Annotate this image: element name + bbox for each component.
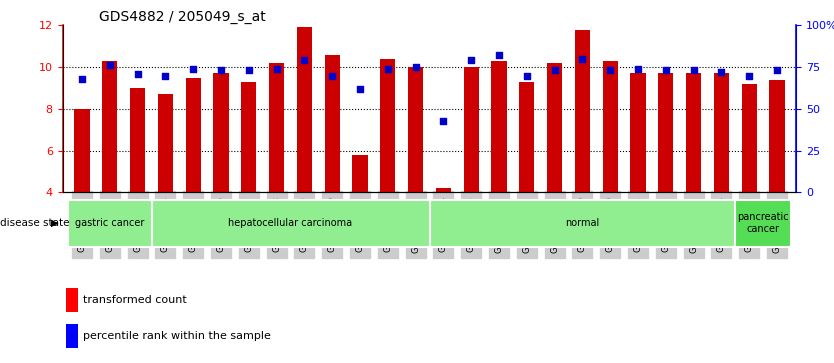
Point — [604, 68, 617, 73]
Text: normal: normal — [565, 218, 600, 228]
Point — [520, 73, 534, 78]
Point — [381, 66, 394, 72]
Point — [548, 68, 561, 73]
Point — [270, 66, 284, 72]
Bar — [714, 73, 729, 192]
Text: transformed count: transformed count — [83, 295, 187, 305]
Bar — [658, 73, 674, 192]
Bar — [297, 28, 312, 192]
Bar — [66, 288, 78, 312]
Bar — [408, 67, 423, 192]
Bar — [102, 61, 118, 192]
Bar — [741, 84, 757, 192]
Point — [687, 68, 701, 73]
Point — [298, 58, 311, 64]
Bar — [269, 63, 284, 192]
Bar — [547, 63, 562, 192]
Bar — [491, 61, 507, 192]
Bar — [352, 155, 368, 192]
Point — [742, 73, 756, 78]
Bar — [602, 61, 618, 192]
Point — [771, 68, 784, 73]
Bar — [185, 78, 201, 192]
Text: hepatocellular carcinoma: hepatocellular carcinoma — [229, 218, 353, 228]
Bar — [575, 29, 590, 192]
Bar — [74, 109, 90, 192]
Point — [659, 68, 672, 73]
Bar — [68, 200, 152, 247]
Text: GDS4882 / 205049_s_at: GDS4882 / 205049_s_at — [99, 11, 266, 24]
Text: gastric cancer: gastric cancer — [75, 218, 144, 228]
Bar — [435, 188, 451, 192]
Text: disease state: disease state — [0, 218, 69, 228]
Bar — [519, 82, 535, 192]
Point — [158, 73, 172, 78]
Bar — [152, 200, 430, 247]
Bar — [769, 79, 785, 192]
Bar — [464, 67, 479, 192]
Text: ▶: ▶ — [51, 218, 58, 228]
Point — [354, 86, 367, 92]
Point — [103, 62, 117, 68]
Bar — [66, 324, 78, 348]
Bar — [324, 54, 340, 192]
Bar — [736, 200, 791, 247]
Point — [575, 56, 589, 62]
Point — [409, 64, 422, 70]
Point — [242, 68, 255, 73]
Text: pancreatic
cancer: pancreatic cancer — [737, 212, 789, 234]
Bar — [130, 88, 145, 192]
Bar — [214, 73, 229, 192]
Point — [75, 76, 88, 82]
Point — [214, 68, 228, 73]
Point — [131, 71, 144, 77]
Point — [465, 58, 478, 64]
Point — [187, 66, 200, 72]
Text: percentile rank within the sample: percentile rank within the sample — [83, 331, 271, 341]
Point — [492, 53, 505, 58]
Bar — [380, 59, 395, 192]
Bar — [686, 73, 701, 192]
Bar — [631, 73, 646, 192]
Point — [325, 73, 339, 78]
Bar — [241, 82, 256, 192]
Bar — [158, 94, 173, 192]
Point — [631, 66, 645, 72]
Bar — [430, 200, 736, 247]
Point — [437, 118, 450, 123]
Point — [715, 69, 728, 75]
